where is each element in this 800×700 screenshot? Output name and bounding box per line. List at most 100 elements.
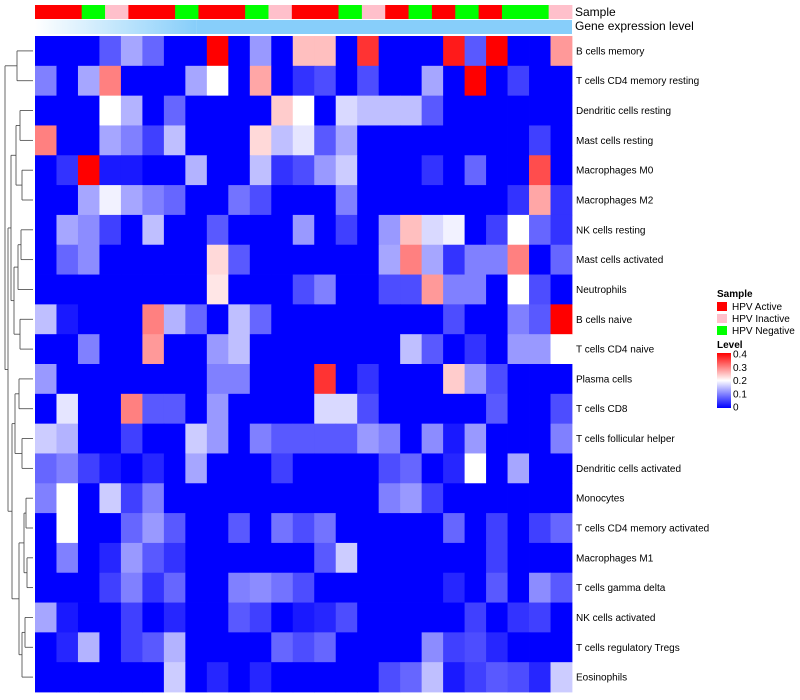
heatmap-cell [56, 95, 79, 126]
heatmap-cell [35, 632, 57, 663]
heatmap-cell [163, 572, 186, 603]
heatmap-cell [443, 453, 465, 484]
heatmap-cell [271, 125, 294, 156]
heatmap-cell [335, 125, 358, 156]
row-label: Macrophages M0 [576, 166, 654, 177]
heatmap-cell [335, 95, 358, 126]
heatmap-cell [163, 125, 186, 156]
heatmap-cell [443, 632, 465, 663]
heatmap-cell [443, 244, 465, 275]
heatmap-cell [163, 364, 186, 395]
heatmap-cell [56, 453, 79, 484]
heatmap-cell [529, 483, 551, 514]
heatmap-cell [271, 662, 294, 693]
heatmap-cell [335, 632, 358, 663]
sample-annotation-track [35, 5, 573, 19]
heatmap-cell [163, 304, 186, 335]
heatmap-cell [443, 423, 465, 454]
heatmap-cell [550, 214, 573, 246]
heatmap-cell [529, 513, 551, 544]
row-label: Plasma cells [576, 374, 632, 385]
heatmap-cell [486, 244, 508, 275]
heatmap-cell [443, 393, 465, 425]
heatmap-cell [99, 334, 122, 365]
heatmap-cell [507, 185, 530, 216]
heatmap-cell [421, 602, 444, 633]
heatmap-cell [271, 185, 294, 216]
heatmap-cell [507, 304, 530, 335]
heatmap-cell [120, 602, 143, 633]
heatmap-cell [421, 632, 444, 663]
heatmap-cell [486, 632, 508, 663]
heatmap-cell [142, 572, 165, 603]
heatmap-cell [120, 214, 143, 246]
heatmap-cell [335, 542, 358, 574]
heatmap-cell [56, 125, 79, 156]
heatmap-cell [550, 364, 573, 395]
heatmap-cell [77, 274, 100, 305]
heatmap-cell [35, 513, 57, 544]
heatmap-cell [120, 364, 143, 395]
heatmap-cell [56, 185, 79, 216]
heatmap-cell [550, 185, 573, 216]
heatmap-cell [56, 602, 79, 633]
heatmap-cell [314, 572, 337, 603]
heatmap-cell [378, 483, 401, 514]
heatmap-cell [77, 95, 100, 126]
heatmap-cell [249, 274, 272, 305]
heatmap-cell [120, 304, 143, 335]
heatmap-cell [486, 542, 508, 574]
heatmap-cell [142, 393, 165, 425]
heatmap-cell [314, 125, 337, 156]
heatmap-cell [249, 632, 272, 663]
heatmap-cell [56, 632, 79, 663]
heatmap-cell [486, 572, 508, 603]
heatmap-cell [378, 125, 401, 156]
heatmap-cell [421, 513, 444, 544]
heatmap-cell [464, 483, 487, 514]
heatmap-cell [56, 214, 79, 246]
heatmap-cell [249, 364, 272, 395]
heatmap-cell [142, 95, 165, 126]
heatmap-cell [529, 36, 551, 67]
row-label: T cells follicular helper [576, 434, 675, 445]
heatmap-cell [314, 274, 337, 305]
heatmap-cell [507, 393, 530, 425]
heatmap-cell [443, 274, 465, 305]
heatmap-cell [550, 393, 573, 425]
row-label: Macrophages M2 [576, 196, 654, 207]
heatmap-cell [550, 65, 573, 97]
row-label: T cells CD4 naive [576, 345, 655, 356]
heatmap-cell [400, 155, 423, 186]
heatmap-cell [142, 483, 165, 514]
heatmap-cell [314, 602, 337, 633]
heatmap-cell [550, 244, 573, 275]
heatmap-cell [271, 334, 294, 365]
heatmap-cell [357, 423, 380, 454]
heatmap-cell [271, 602, 294, 633]
heatmap-cell [206, 453, 229, 484]
heatmap-cell [400, 214, 423, 246]
heatmap-cell [292, 155, 315, 186]
heatmap-cell [378, 602, 401, 633]
heatmap-cell [99, 244, 122, 275]
row-label: NK cells activated [576, 613, 655, 624]
heatmap-cell [292, 364, 315, 395]
heatmap-cell [400, 95, 423, 126]
heatmap-cell [271, 304, 294, 335]
heatmap-cell [185, 36, 208, 67]
heatmap-cell [357, 155, 380, 186]
heatmap-cell [228, 572, 251, 603]
heatmap-cell [378, 334, 401, 365]
heatmap-cell [400, 125, 423, 156]
heatmap-cell [421, 185, 444, 216]
heatmap-cell [378, 542, 401, 574]
heatmap-cell [56, 334, 79, 365]
heatmap-cell [163, 483, 186, 514]
legend-level-tick: 0.1 [733, 389, 747, 400]
heatmap-cell [357, 185, 380, 216]
heatmap-cell [163, 513, 186, 544]
heatmap-cell [77, 542, 100, 574]
heatmap-cell [378, 274, 401, 305]
heatmap-cell [292, 185, 315, 216]
